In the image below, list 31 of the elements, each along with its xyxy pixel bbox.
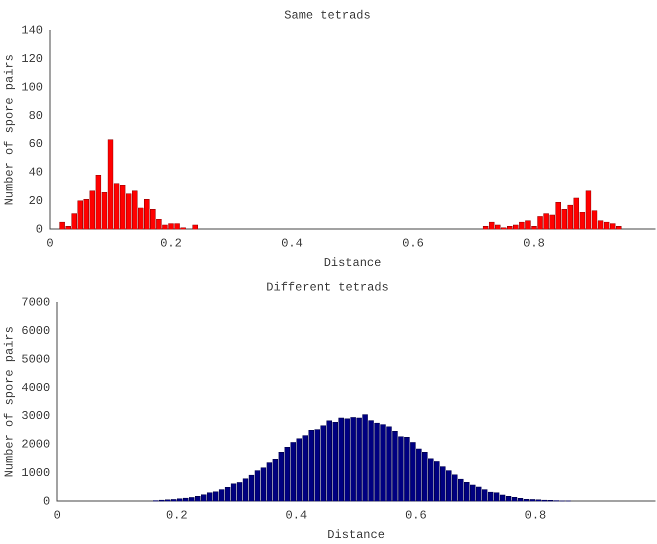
y-tick-label: 100 bbox=[21, 80, 44, 94]
y-tick-label: 5000 bbox=[21, 352, 50, 366]
y-tick-label: 3000 bbox=[21, 409, 50, 424]
y-tick-label: 80 bbox=[28, 108, 44, 123]
y-axis-title: Number of spore pairs bbox=[2, 326, 16, 478]
y-tick-label: 20 bbox=[28, 194, 44, 208]
y-tick-label: 0 bbox=[43, 494, 50, 508]
x-tick-label: 0.2 bbox=[160, 236, 182, 251]
x-tick-label: 0.4 bbox=[281, 236, 303, 251]
x-tick-label: 0 bbox=[54, 508, 61, 523]
y-tick-label: 2000 bbox=[21, 438, 50, 452]
x-axis-title: Distance bbox=[324, 256, 382, 270]
x-tick-label: 0.8 bbox=[524, 508, 546, 523]
y-tick-label: 0 bbox=[36, 222, 44, 236]
x-tick-label: 0.6 bbox=[405, 508, 427, 523]
x-tick-label: 0.2 bbox=[166, 508, 188, 523]
chart-title: Different tetrads bbox=[266, 280, 389, 294]
x-tick-label: 0.8 bbox=[523, 236, 545, 251]
y-tick-label: 7000 bbox=[21, 296, 50, 310]
y-axis-title: Number of spore pairs bbox=[2, 54, 16, 206]
chart-title: Same tetrads bbox=[284, 8, 371, 22]
y-tick-label: 120 bbox=[21, 52, 44, 66]
y-tick-label: 6000 bbox=[21, 324, 50, 338]
y-tick-label: 60 bbox=[28, 137, 44, 152]
y-tick-label: 40 bbox=[28, 166, 44, 180]
y-tick-label: 140 bbox=[21, 24, 44, 38]
x-tick-label: 0.6 bbox=[402, 236, 424, 251]
x-tick-label: 0.4 bbox=[286, 508, 308, 523]
y-tick-label: 4000 bbox=[21, 380, 50, 395]
y-tick-label: 1000 bbox=[21, 466, 50, 480]
x-axis-title: Distance bbox=[327, 528, 385, 542]
